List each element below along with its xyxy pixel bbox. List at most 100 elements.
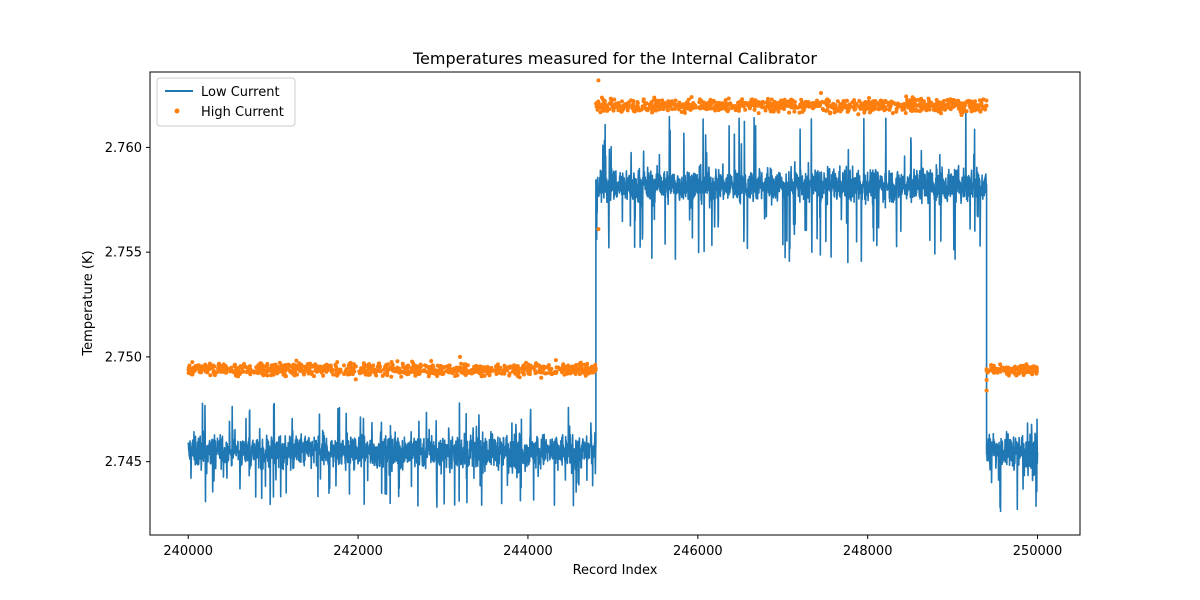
high-current-point [857, 98, 862, 103]
high-current-point [1034, 365, 1039, 370]
high-current-point [385, 372, 390, 377]
high-current-point [403, 367, 408, 372]
high-current-point [769, 97, 774, 102]
high-current-point [347, 372, 352, 377]
high-current-point [481, 368, 486, 373]
high-current-point [653, 108, 658, 113]
high-current-point [308, 369, 313, 374]
chart-title: Temperatures measured for the Internal C… [412, 49, 817, 68]
high-current-point [611, 106, 616, 111]
high-current-point [393, 368, 398, 373]
high-current-point [888, 102, 893, 107]
high-current-point [936, 100, 941, 105]
high-current-point [787, 110, 792, 115]
x-tick-label: 242000 [333, 544, 383, 559]
high-current-point [708, 106, 713, 111]
high-current-point [407, 370, 412, 375]
high-current-point [656, 102, 661, 107]
high-current-point [461, 370, 466, 375]
high-current-point [891, 100, 896, 105]
high-current-point [919, 107, 924, 112]
high-current-point [989, 365, 994, 370]
high-current-point [631, 101, 636, 106]
high-current-point [736, 108, 741, 113]
high-current-point [771, 108, 776, 112]
high-current-point [753, 98, 758, 103]
high-current-point [619, 106, 624, 111]
high-current-point [515, 363, 520, 368]
x-tick-label: 248000 [843, 544, 893, 559]
high-current-point [973, 99, 978, 104]
high-current-point [733, 108, 738, 113]
high-current-point [304, 364, 309, 369]
high-current-point [527, 369, 532, 374]
high-current-point [489, 365, 494, 370]
high-current-point [367, 366, 372, 371]
high-current-point [554, 365, 559, 370]
high-current-point [767, 100, 771, 105]
high-current-point [399, 374, 404, 379]
high-current-point [903, 110, 908, 115]
high-current-point [548, 371, 553, 376]
high-current-point [669, 99, 674, 104]
legend-dot-marker [174, 108, 180, 114]
high-current-point [984, 388, 989, 393]
high-current-point [615, 105, 620, 110]
high-current-point [890, 111, 895, 116]
high-current-point [609, 99, 614, 104]
high-current-point [405, 364, 410, 369]
high-current-point [1031, 368, 1036, 373]
high-current-point [389, 374, 394, 379]
high-current-point [790, 98, 795, 103]
high-current-point [582, 362, 587, 367]
high-current-point [423, 363, 428, 368]
high-current-point [665, 108, 670, 113]
high-current-point [576, 369, 581, 374]
high-current-point [472, 364, 477, 369]
high-current-point [265, 373, 270, 378]
high-current-point [491, 368, 496, 373]
high-current-point [978, 109, 983, 114]
high-current-point [865, 104, 870, 109]
high-current-point [761, 100, 766, 105]
y-tick-label: 2.760 [105, 141, 142, 156]
high-current-point [708, 97, 713, 102]
high-current-point [756, 111, 761, 116]
high-current-point [417, 370, 422, 375]
high-current-point [745, 103, 750, 108]
high-current-point [912, 101, 917, 106]
high-current-point [463, 362, 468, 367]
high-current-point [920, 98, 925, 103]
high-current-point [881, 104, 886, 109]
high-current-point [231, 370, 236, 375]
high-current-point [311, 374, 316, 379]
high-current-point [828, 110, 833, 115]
high-current-point [844, 106, 849, 111]
high-current-point [970, 108, 975, 113]
high-current-point [701, 100, 706, 105]
high-current-point [365, 368, 370, 373]
high-current-point [665, 103, 670, 108]
high-current-point [960, 105, 965, 110]
high-current-point [513, 371, 518, 376]
high-current-point [1027, 366, 1032, 371]
high-current-point [411, 364, 416, 369]
high-current-point [380, 373, 385, 378]
y-tick-label: 2.755 [105, 246, 142, 261]
high-current-point [435, 373, 440, 378]
high-current-point [232, 363, 237, 368]
high-current-point [586, 371, 591, 376]
high-current-point [652, 95, 657, 100]
legend-label-high-current: High Current [201, 105, 284, 120]
high-current-point [951, 100, 956, 105]
high-current-point [753, 101, 758, 106]
high-current-point [425, 370, 430, 375]
high-current-point [228, 367, 233, 372]
high-current-point [1003, 368, 1008, 373]
high-current-point [697, 97, 702, 102]
high-current-point [580, 367, 585, 372]
high-current-point [316, 366, 321, 371]
high-current-point [527, 372, 532, 377]
high-current-point [319, 370, 324, 375]
